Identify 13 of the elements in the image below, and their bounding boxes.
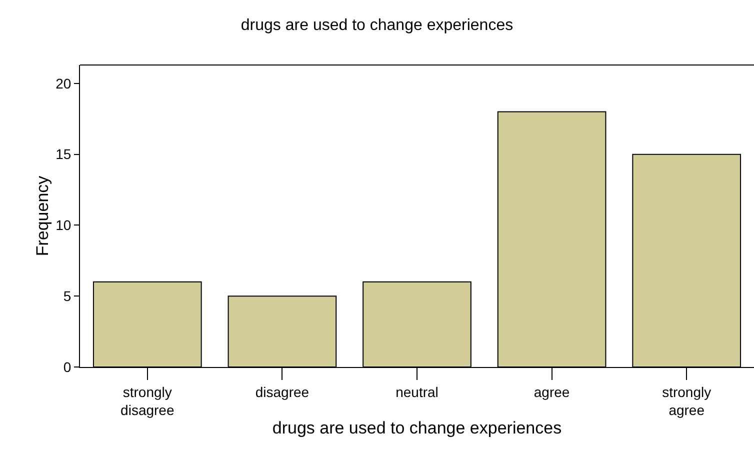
y-tick-label: 5 — [63, 288, 72, 304]
x-tick-label: strongly agree — [662, 384, 712, 418]
y-tick-label: 15 — [56, 146, 72, 162]
x-tick-label: disagree — [255, 384, 310, 400]
y-tick-label: 20 — [56, 75, 72, 92]
x-tick-label: strongly disagree — [120, 384, 174, 418]
chart-title: drugs are used to change experiences — [240, 16, 514, 34]
y-axis-title: Frequency — [33, 175, 52, 256]
y-tick-label: 0 — [63, 358, 72, 375]
y-tick-label: 10 — [56, 217, 72, 234]
x-tick-label: agree — [534, 384, 570, 400]
x-tick-label: neutral — [396, 384, 438, 400]
x-axis-title: drugs are used to change experiences — [272, 418, 562, 438]
